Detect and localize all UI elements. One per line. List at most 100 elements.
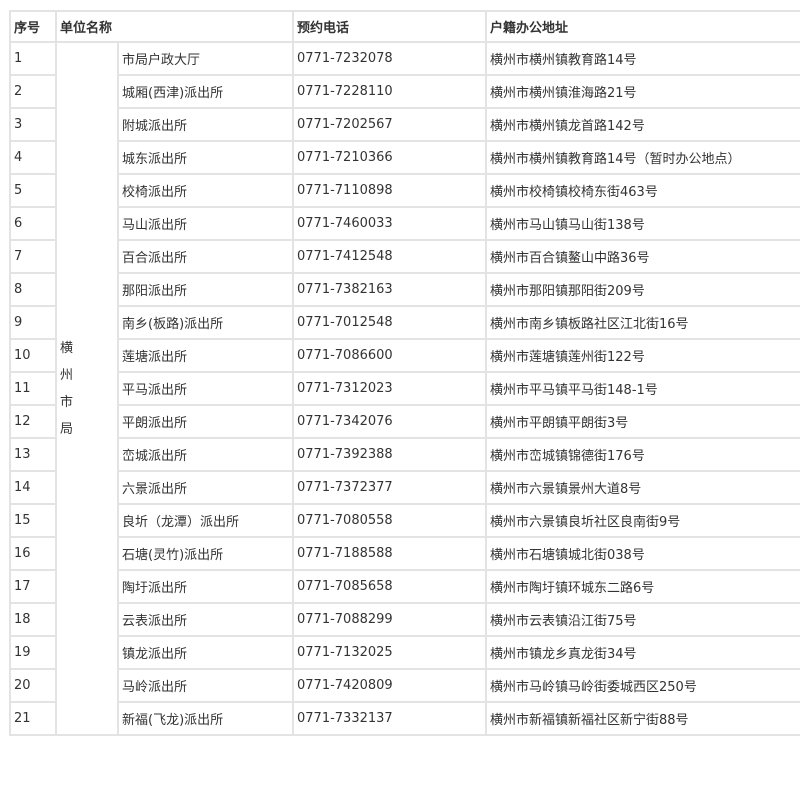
row-index: 18 bbox=[9, 602, 57, 637]
row-index: 12 bbox=[9, 404, 57, 439]
unit-name: 新福(飞龙)派出所 bbox=[116, 701, 295, 736]
unit-name: 市局户政大厅 bbox=[116, 41, 295, 76]
office-address: 横州市峦城镇锦德街176号 bbox=[485, 437, 800, 472]
unit-name: 莲塘派出所 bbox=[116, 338, 295, 373]
phone-number: 0771-7420809 bbox=[292, 668, 488, 703]
phone-number: 0771-7080558 bbox=[292, 503, 488, 538]
office-address: 横州市横州镇教育路14号（暂时办公地点） bbox=[485, 140, 800, 175]
phone-number: 0771-7392388 bbox=[292, 437, 488, 472]
phone-number: 0771-7132025 bbox=[292, 635, 488, 670]
table-row: 19 镇龙派出所 0771-7132025 横州市镇龙乡真龙街34号 bbox=[9, 635, 800, 670]
row-index: 13 bbox=[9, 437, 57, 472]
row-index: 15 bbox=[9, 503, 57, 538]
row-index: 17 bbox=[9, 569, 57, 604]
table-row: 8 那阳派出所 0771-7382163 横州市那阳镇那阳街209号 bbox=[9, 272, 800, 307]
office-address: 横州市镇龙乡真龙街34号 bbox=[485, 635, 800, 670]
office-address: 横州市那阳镇那阳街209号 bbox=[485, 272, 800, 307]
phone-number: 0771-7088299 bbox=[292, 602, 488, 637]
phone-number: 0771-7086600 bbox=[292, 338, 488, 373]
table-row: 14 六景派出所 0771-7372377 横州市六景镇景州大道8号 bbox=[9, 470, 800, 505]
row-index: 1 bbox=[9, 41, 57, 76]
row-index: 16 bbox=[9, 536, 57, 571]
unit-name: 镇龙派出所 bbox=[116, 635, 295, 670]
office-address: 横州市横州镇教育路14号 bbox=[485, 41, 800, 76]
unit-name: 峦城派出所 bbox=[116, 437, 295, 472]
office-address: 横州市新福镇新福社区新宁街88号 bbox=[485, 701, 800, 736]
office-address: 横州市陶圩镇环城东二路6号 bbox=[485, 569, 800, 604]
table-row: 12 平朗派出所 0771-7342076 横州市平朗镇平朗街3号 bbox=[9, 404, 800, 439]
row-index: 5 bbox=[9, 173, 57, 208]
table-row: 18 云表派出所 0771-7088299 横州市云表镇沿江街75号 bbox=[9, 602, 800, 637]
row-index: 20 bbox=[9, 668, 57, 703]
table-row: 11 平马派出所 0771-7312023 横州市平马镇平马街148-1号 bbox=[9, 371, 800, 406]
table-row: 7 百合派出所 0771-7412548 横州市百合镇鳌山中路36号 bbox=[9, 239, 800, 274]
table-row: 15 良圻（龙潭）派出所 0771-7080558 横州市六景镇良圻社区良南街9号 bbox=[9, 503, 800, 538]
table-row: 9 南乡(板路)派出所 0771-7012548 横州市南乡镇板路社区江北街16号 bbox=[9, 305, 800, 340]
phone-number: 0771-7188588 bbox=[292, 536, 488, 571]
unit-name: 校椅派出所 bbox=[116, 173, 295, 208]
office-address: 横州市百合镇鳌山中路36号 bbox=[485, 239, 800, 274]
table-row: 3 附城派出所 0771-7202567 横州市横州镇龙首路142号 bbox=[9, 107, 800, 142]
unit-name: 六景派出所 bbox=[116, 470, 295, 505]
header-row: 序号 单位名称 预约电话 户籍办公地址 bbox=[9, 10, 800, 43]
table-row: 21 新福(飞龙)派出所 0771-7332137 横州市新福镇新福社区新宁街88号 bbox=[9, 701, 800, 736]
office-address: 横州市云表镇沿江街75号 bbox=[485, 602, 800, 637]
phone-number: 0771-7332137 bbox=[292, 701, 488, 736]
office-address: 横州市横州镇淮海路21号 bbox=[485, 74, 800, 109]
phone-number: 0771-7382163 bbox=[292, 272, 488, 307]
unit-name: 南乡(板路)派出所 bbox=[116, 305, 295, 340]
office-address: 横州市马岭镇马岭街委城西区250号 bbox=[485, 668, 800, 703]
phone-number: 0771-7372377 bbox=[292, 470, 488, 505]
phone-number: 0771-7110898 bbox=[292, 173, 488, 208]
row-index: 3 bbox=[9, 107, 57, 142]
group-label: 横州市局 bbox=[60, 340, 74, 437]
phone-number: 0771-7210366 bbox=[292, 140, 488, 175]
police-station-table: 序号 单位名称 预约电话 户籍办公地址 1 横州市局 市局户政大厅 0771-7232… bbox=[9, 10, 800, 736]
row-index: 14 bbox=[9, 470, 57, 505]
office-address: 横州市横州镇龙首路142号 bbox=[485, 107, 800, 142]
row-index: 9 bbox=[9, 305, 57, 340]
unit-name: 那阳派出所 bbox=[116, 272, 295, 307]
row-index: 8 bbox=[9, 272, 57, 307]
phone-number: 0771-7232078 bbox=[292, 41, 488, 76]
unit-name: 良圻（龙潭）派出所 bbox=[116, 503, 295, 538]
unit-name: 平马派出所 bbox=[116, 371, 295, 406]
office-address: 横州市石塘镇城北街038号 bbox=[485, 536, 800, 571]
table-row: 20 马岭派出所 0771-7420809 横州市马岭镇马岭街委城西区250号 bbox=[9, 668, 800, 703]
header-index: 序号 bbox=[9, 10, 57, 43]
unit-name: 城东派出所 bbox=[116, 140, 295, 175]
unit-name: 城厢(西津)派出所 bbox=[116, 74, 295, 109]
phone-number: 0771-7012548 bbox=[292, 305, 488, 340]
table-row: 10 莲塘派出所 0771-7086600 横州市莲塘镇莲州街122号 bbox=[9, 338, 800, 373]
office-address: 横州市南乡镇板路社区江北街16号 bbox=[485, 305, 800, 340]
unit-name: 百合派出所 bbox=[116, 239, 295, 274]
phone-number: 0771-7202567 bbox=[292, 107, 488, 142]
phone-number: 0771-7085658 bbox=[292, 569, 488, 604]
table-row: 4 城东派出所 0771-7210366 横州市横州镇教育路14号（暂时办公地点） bbox=[9, 140, 800, 175]
row-index: 19 bbox=[9, 635, 57, 670]
group-cell: 横州市局 bbox=[55, 41, 119, 736]
phone-number: 0771-7412548 bbox=[292, 239, 488, 274]
phone-number: 0771-7342076 bbox=[292, 404, 488, 439]
table-row: 6 马山派出所 0771-7460033 横州市马山镇马山街138号 bbox=[9, 206, 800, 241]
unit-name: 马岭派出所 bbox=[116, 668, 295, 703]
office-address: 横州市六景镇良圻社区良南街9号 bbox=[485, 503, 800, 538]
table-row: 5 校椅派出所 0771-7110898 横州市校椅镇校椅东街463号 bbox=[9, 173, 800, 208]
office-address: 横州市六景镇景州大道8号 bbox=[485, 470, 800, 505]
table-row: 13 峦城派出所 0771-7392388 横州市峦城镇锦德街176号 bbox=[9, 437, 800, 472]
unit-name: 马山派出所 bbox=[116, 206, 295, 241]
header-unit: 单位名称 bbox=[54, 10, 295, 43]
office-address: 横州市校椅镇校椅东街463号 bbox=[485, 173, 800, 208]
row-index: 21 bbox=[9, 701, 57, 736]
row-index: 11 bbox=[9, 371, 57, 406]
unit-name: 陶圩派出所 bbox=[116, 569, 295, 604]
unit-name: 平朗派出所 bbox=[116, 404, 295, 439]
row-index: 4 bbox=[9, 140, 57, 175]
header-address: 户籍办公地址 bbox=[485, 10, 800, 43]
header-phone: 预约电话 bbox=[292, 10, 488, 43]
table-row: 2 城厢(西津)派出所 0771-7228110 横州市横州镇淮海路21号 bbox=[9, 74, 800, 109]
office-address: 横州市平朗镇平朗街3号 bbox=[485, 404, 800, 439]
phone-number: 0771-7312023 bbox=[292, 371, 488, 406]
unit-name: 附城派出所 bbox=[116, 107, 295, 142]
table-row: 17 陶圩派出所 0771-7085658 横州市陶圩镇环城东二路6号 bbox=[9, 569, 800, 604]
